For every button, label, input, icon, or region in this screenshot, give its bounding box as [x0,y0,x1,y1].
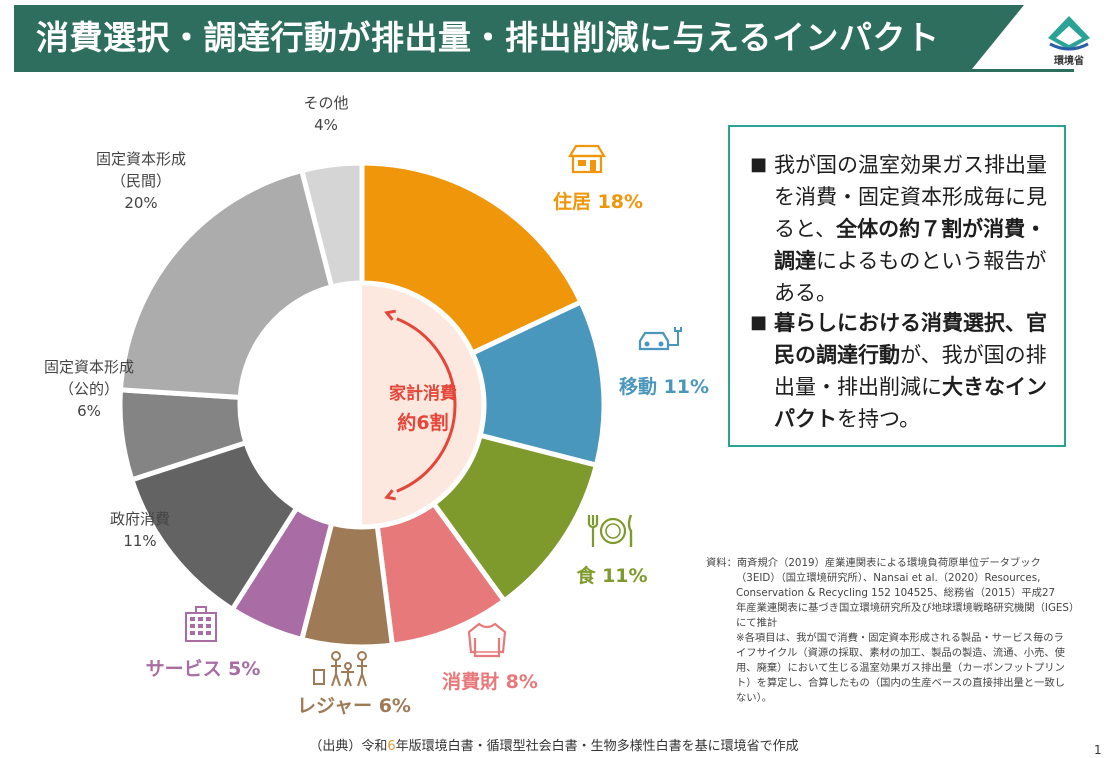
building-window [198,631,203,635]
car-charging-icon [638,327,682,351]
footer-suffix: 年版環境白書・循環型社会白書・生物多様性白書を基に環境省で作成 [395,739,799,754]
center-left-blank [240,283,362,527]
adult-head [331,651,341,661]
building-window [190,631,195,635]
building-window [206,617,211,621]
slice-label-8-line-1: 固定資本形成 [44,358,134,376]
summary-bullet-2-run-2: が、我が国の排出量・排出削減に [774,343,1047,399]
arrow-head-bottom [384,489,396,501]
summary-box: ■ 我が国の温室効果ガス排出量を消費・固定資本形成毎に見ると、全体の約７割が消費… [728,125,1066,447]
slice-value-9: 20% [124,194,157,212]
footer-prefix: （出典）令和 [309,739,388,754]
building-top [195,606,207,613]
sweater-icon [467,622,507,658]
page-number: 1 [1094,743,1102,757]
building-body [185,612,217,642]
slice-label-9-line-1: 固定資本形成 [96,150,186,168]
summary-bullet-1-run-3: によるものという報告がある。 [774,249,1047,305]
knife [627,514,633,547]
source-line: 用、廃棄）において生じる温室効果ガス排出量（カーボンフットプリン [736,662,1065,674]
summary-bullet-2-run-1: 暮らしにおける消費選択、官民の調達行動 [774,311,1047,367]
plate [599,517,627,545]
ministry-logo-icon [1048,16,1090,51]
source-line: ない）。 [736,692,773,704]
source-line: 資料：南斉規介（2019）産業連関表による環境負荷原単位データブック [706,557,1041,569]
logo-text: 環境省 [1054,56,1084,67]
adult2-head [357,651,367,661]
slice-label-4: 消費財 8% [442,670,538,693]
summary-bullet-2: ■ 暮らしにおける消費選択、官民の調達行動が、我が国の排出量・排出削減に大きなイ… [750,307,1060,435]
summary-bullet-1-run-1: 我が国の温室効果ガス排出量を消費・固定資本形成毎に見ると、 [774,153,1047,241]
family-luggage-icon [313,651,367,687]
slice-value-10: 4% [314,116,338,134]
fork-plate-knife-icon [587,514,633,547]
summary-bullet-1: ■ 我が国の温室効果ガス排出量を消費・固定資本形成毎に見ると、全体の約７割が消費… [750,149,1060,309]
source-line: にて推計 [736,617,778,629]
sweater-body [467,622,507,658]
summary-bullet-2-run-4: を持つ。 [837,407,921,431]
bullet-square-icon: ■ [750,312,768,333]
building-window [206,624,211,628]
fork [587,515,599,547]
house-window [578,160,586,166]
summary-bullet-2-run-3: 大きなインパクト [774,375,1047,431]
emission-donut-chart: 住居 18% 移動 11% 食 11% 消費財 8% レジャー 6% サービス 5% 政府消… [44,94,709,717]
center-label-line-2: 約6割 [397,411,448,434]
charger-cable [668,327,682,346]
house-roof [568,144,606,158]
source-line: ※各項目は、我が国で消費・固定資本形成される製品・サービス毎のラ [736,632,1064,644]
house-body [571,154,603,174]
building-window [190,617,195,621]
child-head [344,662,352,670]
car-light [658,341,664,347]
child-body [341,669,354,687]
bullet-square-icon: ■ [750,154,768,175]
source-line: Conservation & Recycling 152 104525、総務省（… [736,587,1056,599]
donut-slice-9 [117,167,335,400]
source-line: （3EID）（国立環境研究所）、Nansai et al.（2020）Resou… [736,572,1041,584]
building-window [190,624,195,628]
building-icon [185,606,217,642]
title-underline [14,69,1074,72]
building-window [198,624,203,628]
source-line: イフサイクル（資源の採取、素材の加工、製品の製造、流通、小売、使 [736,647,1065,659]
slice-label-8-line-2: （公的） [59,380,119,398]
source-note: 資料：南斉規介（2019）産業連関表による環境負荷原単位データブック （3EID）… [706,556,1096,706]
car-body [638,331,670,351]
slice-label-9-line-2: （民間） [111,172,171,190]
slice-value-7: 11% [123,532,156,550]
building-window [206,631,211,635]
slice-label-1: 住居 18% [553,190,643,213]
house-door [590,160,596,172]
slice-label-7-line-1: 政府消費 [110,510,170,528]
adult-body [331,660,341,687]
footer-citation: （出典）令和6年版環境白書・循環型社会白書・生物多様性白書を基に環境省で作成 [0,735,1108,754]
slice-label-5: レジャー 6% [297,695,411,717]
center-arc-arrow [396,317,457,493]
donut-slice-10 [298,160,365,290]
house-icon [568,144,606,174]
footer-edition-number: 6 [387,739,396,754]
slice-label-3: 食 11% [576,564,647,587]
car-light [644,341,650,347]
slice-label-6: サービス 5% [146,658,261,680]
source-line: 年産業連関表に基づき国立環境研究所及び地球環境戦略研究機関（IGES） [736,602,1080,614]
plate-inner [605,523,621,539]
suitcase [313,669,325,685]
page-title: 消費選択・調達行動が排出量・排出削減に与えるインパクト [36,18,940,57]
building-window [198,617,203,621]
arrow-head-top [384,309,396,321]
adult2-body [357,660,367,687]
slice-value-8: 6% [77,402,101,420]
slice-label-10-line-1: その他 [303,94,348,112]
summary-bullet-1-run-2: 全体の約７割が消費・調達 [774,217,1047,273]
donut-slice-1 [359,160,585,357]
slice-label-2: 移動 11% [619,375,709,398]
center-label-line-1: 家計消費 [389,383,457,404]
title-banner [14,5,1024,69]
source-line: ト）を算定し、合算したもの（国内の生産ベースの直接排出量と一致し [736,677,1065,689]
